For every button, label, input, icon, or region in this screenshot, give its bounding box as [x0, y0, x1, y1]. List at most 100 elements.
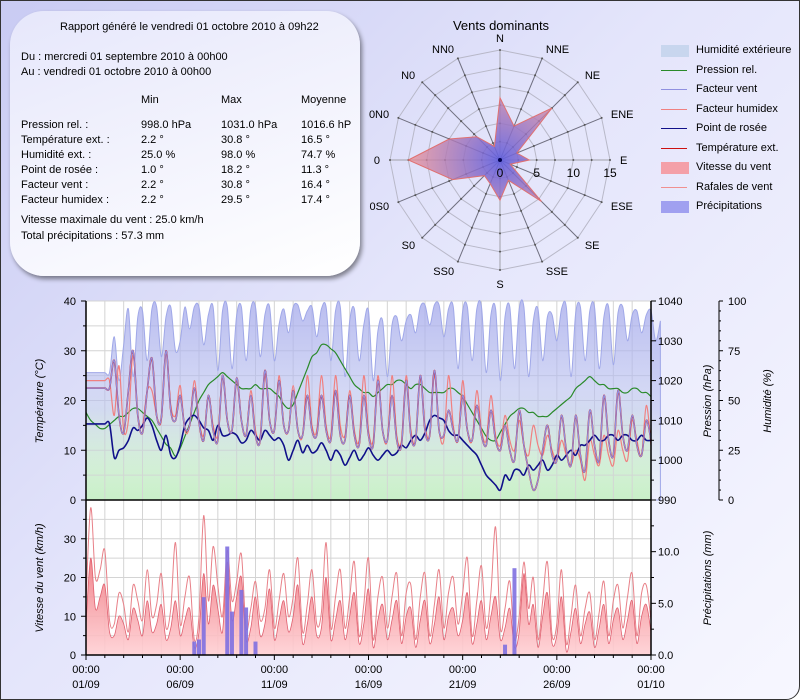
- y-axis-title-humidity: Humidité (%): [762, 369, 774, 433]
- rose-tick: [463, 243, 466, 246]
- stat-min: 25.0 %: [141, 149, 176, 161]
- rose-tick: [470, 226, 473, 229]
- rose-tick: [609, 159, 611, 161]
- legend-label: Précipitations: [696, 200, 763, 212]
- rose-tick: [463, 74, 466, 77]
- stat-min: 2.2 °: [141, 194, 164, 206]
- precip-bar: [192, 641, 197, 655]
- x-tick-label-time: 00:00: [543, 664, 571, 676]
- y-tick-label-humidity: 100: [728, 296, 746, 308]
- y-tick-label-wind: 0: [70, 650, 76, 662]
- wind-rose-chart: N NNE NE ENE E ESE SE SSE S SS0 S0 0S0 0 0N0 N0 NN0 0 5 10…: [369, 33, 634, 291]
- period-from: Du : mercredi 01 septembre 2010 à 00h00: [21, 51, 228, 63]
- series-humidit-ext-rieure: [85, 299, 661, 501]
- legend-label: Rafales de vent: [696, 180, 773, 193]
- rose-tick: [421, 236, 424, 239]
- rose-tick: [534, 74, 537, 77]
- rose-tick: [563, 94, 566, 97]
- rose-tick: [414, 123, 417, 126]
- y-tick-label-pressure: 1020: [658, 376, 682, 388]
- rose-tick: [389, 159, 391, 161]
- legend-label: Point de rosée: [696, 122, 767, 134]
- rose-direction-label: SS0: [433, 266, 454, 278]
- rose-tick: [541, 260, 544, 263]
- rose-radius-label: 0: [497, 166, 504, 180]
- period-to: Au : vendredi 01 octobre 2010 à 00h00: [21, 66, 212, 78]
- rose-direction-label: S: [496, 279, 503, 291]
- precip-bar: [253, 641, 258, 655]
- stat-label: Facteur humidex :: [21, 194, 110, 206]
- y-axis-title-temperature: Température (°C): [34, 358, 46, 443]
- rose-tick: [421, 81, 424, 84]
- legend-line: [661, 89, 687, 90]
- stat-max: 1031.0 hPa: [221, 119, 278, 131]
- rose-tick: [477, 108, 480, 111]
- rose-tick: [414, 194, 417, 197]
- stat-max: 30.8 °: [221, 179, 250, 191]
- rose-tick: [473, 133, 476, 136]
- rose-direction-label: 0S0: [370, 201, 390, 213]
- stat-max: 29.5 °: [221, 194, 250, 206]
- x-tick-label-date: 21/09: [449, 679, 477, 691]
- stat-label: Facteur vent :: [21, 179, 89, 191]
- legend-swatch: [661, 162, 689, 174]
- precip-bar: [197, 639, 201, 655]
- rose-radius-label: 15: [603, 166, 617, 180]
- y-axis-title-pressure: Pression (hPa): [702, 364, 714, 437]
- rose-direction-label: ESE: [611, 201, 633, 213]
- rose-direction-label: 0: [374, 155, 380, 167]
- max-wind: Vitesse maximale du vent : 25.0 km/h: [21, 214, 204, 226]
- rose-tick: [527, 91, 530, 94]
- precip-bar: [229, 611, 234, 655]
- y-tick-label-temperature: 0: [70, 495, 76, 507]
- y-tick-label-wind: 30: [64, 534, 76, 546]
- y-tick-label-precipitation: 5.0: [658, 598, 673, 610]
- legend-label: Température ext.: [696, 141, 779, 154]
- rose-direction-label: SSE: [546, 266, 568, 278]
- legend-label: Vitesse du vent: [696, 161, 772, 173]
- rose-tick: [600, 116, 603, 119]
- rose-tick: [397, 116, 400, 119]
- rose-tick: [532, 173, 535, 176]
- wind-rose-title: Vents dominants: [452, 18, 550, 33]
- series-facteur-vent: [86, 350, 652, 492]
- legend-swatch: [661, 45, 689, 57]
- rose-tick: [470, 91, 473, 94]
- stat-label: Température ext. :: [21, 134, 110, 146]
- rose-tick: [534, 243, 537, 246]
- rose-direction-label: 0N0: [369, 109, 389, 121]
- precip-bar: [239, 589, 244, 655]
- rose-tick: [583, 194, 586, 197]
- y-tick-label-wind: 20: [64, 573, 76, 585]
- rose-tick: [527, 226, 530, 229]
- rose-tick: [434, 223, 437, 226]
- rose-tick: [447, 210, 450, 213]
- x-tick-label-time: 00:00: [355, 664, 383, 676]
- rose-tick: [434, 94, 437, 97]
- rose-tick: [499, 250, 501, 253]
- stat-label: Point de rosée :: [21, 164, 99, 176]
- y-axis-title-precipitation: Précipitations (mm): [702, 530, 714, 625]
- rose-tick: [431, 187, 434, 190]
- legend-line: [661, 108, 687, 110]
- y-axis-title-wind: Vitesse du vent (km/h): [34, 523, 46, 633]
- rose-direction-label: N0: [401, 70, 415, 82]
- stat-min: 2.2 °: [141, 134, 164, 146]
- column-min: Min: [141, 94, 159, 106]
- stat-avg: 1016.6 hPa: [301, 119, 351, 131]
- rose-direction-label: NN0: [432, 44, 454, 56]
- rose-tick: [520, 108, 523, 111]
- legend-label: Pression rel.: [696, 63, 758, 76]
- rose-direction-label: S0: [402, 240, 415, 252]
- x-tick-label-time: 00:00: [166, 664, 194, 676]
- y-tick-label-temperature: 40: [64, 296, 76, 308]
- rose-tick: [563, 223, 566, 226]
- y-tick-label-pressure: 1030: [658, 336, 682, 348]
- series-pr-cipitations: [192, 546, 517, 655]
- rose-tick: [460, 197, 463, 200]
- rose-tick: [576, 81, 579, 84]
- rose-tick: [572, 159, 575, 161]
- rose-tick: [590, 159, 593, 161]
